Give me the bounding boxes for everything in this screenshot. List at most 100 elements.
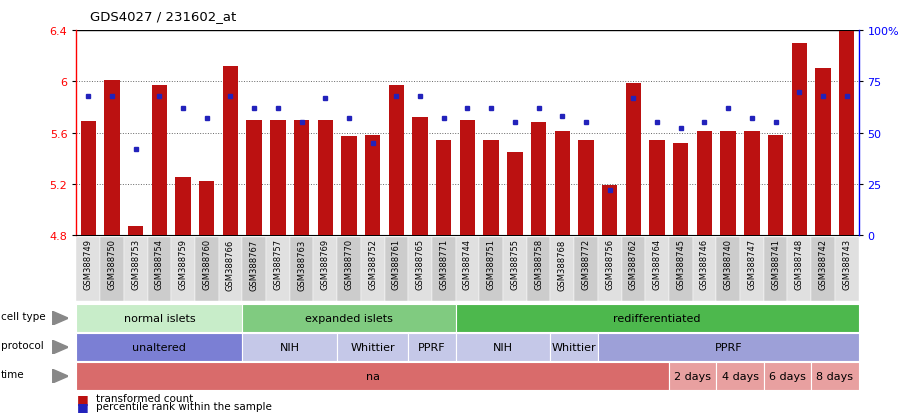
Text: 4 days: 4 days (722, 371, 759, 381)
Bar (413, 118, 428, 235)
Text: GSM388751: GSM388751 (486, 239, 495, 290)
Text: GSM388761: GSM388761 (392, 239, 401, 290)
Bar (218, 237, 243, 301)
Bar (744, 132, 760, 235)
Bar (171, 237, 195, 301)
Bar (456, 333, 550, 361)
Text: GSM388766: GSM388766 (226, 239, 235, 290)
Bar (645, 237, 669, 301)
Bar (128, 226, 143, 235)
Bar (360, 237, 385, 301)
Bar (788, 237, 811, 301)
Bar (503, 237, 527, 301)
Bar (436, 141, 451, 235)
Text: ■: ■ (76, 392, 88, 405)
Text: redifferentiated: redifferentiated (613, 313, 701, 323)
Bar (598, 237, 621, 301)
Bar (408, 333, 456, 361)
Text: GSM388768: GSM388768 (557, 239, 566, 290)
Text: unaltered: unaltered (132, 342, 186, 352)
Bar (768, 136, 783, 235)
Text: GSM388749: GSM388749 (84, 239, 93, 290)
Bar (717, 362, 764, 390)
Bar (76, 304, 243, 332)
Bar (764, 237, 788, 301)
Bar (104, 81, 120, 235)
Bar (289, 237, 314, 301)
Text: GSM388765: GSM388765 (415, 239, 424, 290)
Bar (195, 237, 218, 301)
Bar (337, 237, 360, 301)
Text: 6 days: 6 days (769, 371, 806, 381)
Text: ■: ■ (76, 400, 88, 413)
Text: GSM388762: GSM388762 (629, 239, 638, 290)
Bar (697, 132, 712, 235)
Text: 2 days: 2 days (674, 371, 711, 381)
Text: GSM388758: GSM388758 (534, 239, 543, 290)
Bar (100, 237, 124, 301)
Bar (673, 143, 689, 235)
Bar (649, 141, 664, 235)
Bar (626, 83, 641, 235)
Text: na: na (366, 371, 379, 381)
Bar (550, 333, 598, 361)
Text: GSM388743: GSM388743 (842, 239, 851, 290)
Bar (456, 304, 859, 332)
Text: GSM388770: GSM388770 (344, 239, 353, 290)
Bar (811, 362, 859, 390)
Bar (555, 132, 570, 235)
Bar (408, 237, 432, 301)
Bar (692, 237, 717, 301)
Bar (550, 237, 574, 301)
Text: GSM388771: GSM388771 (440, 239, 449, 290)
Text: GSM388746: GSM388746 (700, 239, 709, 290)
Bar (835, 237, 859, 301)
Bar (479, 237, 503, 301)
Bar (621, 237, 645, 301)
Bar (365, 136, 380, 235)
Bar (147, 237, 171, 301)
Text: Whittier: Whittier (552, 342, 596, 352)
Text: protocol: protocol (1, 340, 44, 350)
Bar (266, 237, 289, 301)
Text: GSM388769: GSM388769 (321, 239, 330, 290)
Text: GSM388757: GSM388757 (273, 239, 282, 290)
Bar (598, 333, 859, 361)
Polygon shape (52, 369, 68, 383)
Text: Whittier: Whittier (351, 342, 395, 352)
Polygon shape (52, 311, 68, 325)
Text: GSM388755: GSM388755 (511, 239, 520, 290)
Bar (720, 132, 736, 235)
Bar (717, 237, 740, 301)
Bar (223, 67, 238, 235)
Text: GSM388753: GSM388753 (131, 239, 140, 290)
Text: time: time (1, 369, 24, 379)
Text: NIH: NIH (493, 342, 513, 352)
Bar (314, 237, 337, 301)
Bar (243, 333, 337, 361)
Bar (459, 121, 476, 235)
Text: transformed count: transformed count (96, 393, 193, 403)
Text: GSM388760: GSM388760 (202, 239, 211, 290)
Bar (76, 237, 100, 301)
Bar (669, 362, 717, 390)
Text: GSM388754: GSM388754 (155, 239, 164, 290)
Text: GSM388747: GSM388747 (747, 239, 756, 290)
Bar (243, 304, 456, 332)
Bar (243, 237, 266, 301)
Bar (152, 86, 167, 235)
Bar (76, 333, 243, 361)
Bar (337, 333, 408, 361)
Bar (527, 237, 550, 301)
Text: GSM388756: GSM388756 (605, 239, 614, 290)
Text: NIH: NIH (280, 342, 299, 352)
Bar (792, 44, 807, 235)
Text: GSM388764: GSM388764 (653, 239, 662, 290)
Bar (271, 121, 286, 235)
Bar (76, 362, 669, 390)
Text: expanded islets: expanded islets (305, 313, 393, 323)
Bar (811, 237, 835, 301)
Bar (317, 121, 333, 235)
Text: GSM388763: GSM388763 (297, 239, 306, 290)
Bar (669, 237, 692, 301)
